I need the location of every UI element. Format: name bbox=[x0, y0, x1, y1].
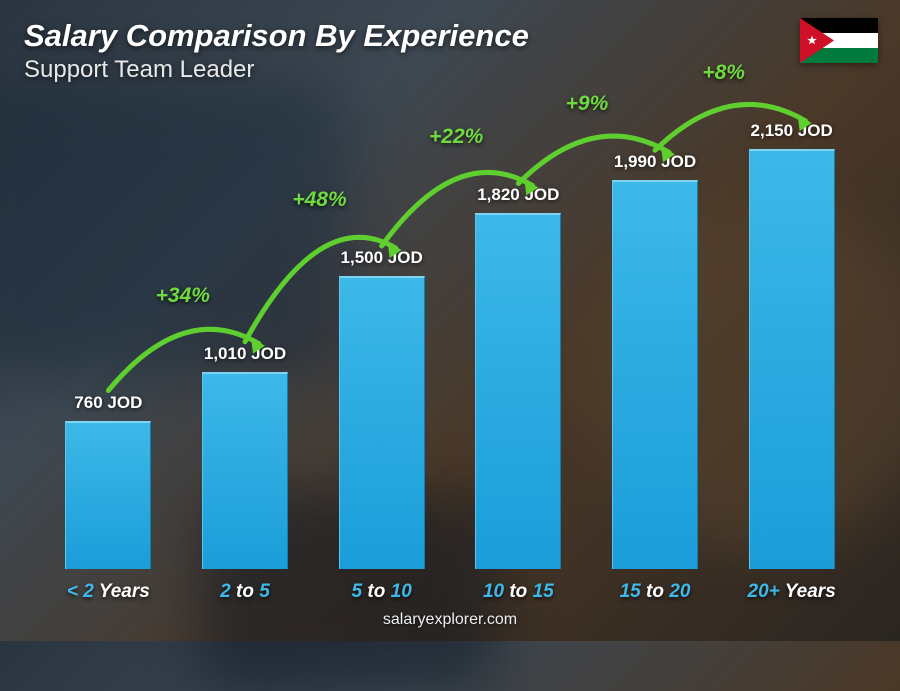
chart-title: Salary Comparison By Experience bbox=[24, 18, 529, 54]
increase-label: +8% bbox=[702, 61, 745, 85]
xaxis-label: < 2 Years bbox=[38, 581, 178, 603]
xaxis-label: 20+ Years bbox=[722, 581, 862, 603]
footer-attribution: salaryexplorer.com bbox=[0, 611, 900, 629]
chart-header: Salary Comparison By Experience Support … bbox=[24, 18, 529, 84]
chart-subtitle: Support Team Leader bbox=[24, 56, 529, 84]
xaxis-label: 5 to 10 bbox=[312, 581, 452, 603]
xaxis-label: 15 to 20 bbox=[585, 581, 725, 603]
xaxis-label: 10 to 15 bbox=[448, 581, 588, 603]
xaxis-label: 2 to 5 bbox=[175, 581, 315, 603]
bar-chart: 760 JOD< 2 Years1,010 JOD2 to 51,500 JOD… bbox=[40, 99, 860, 569]
increase-arc bbox=[40, 99, 860, 569]
flag-icon bbox=[800, 18, 878, 63]
